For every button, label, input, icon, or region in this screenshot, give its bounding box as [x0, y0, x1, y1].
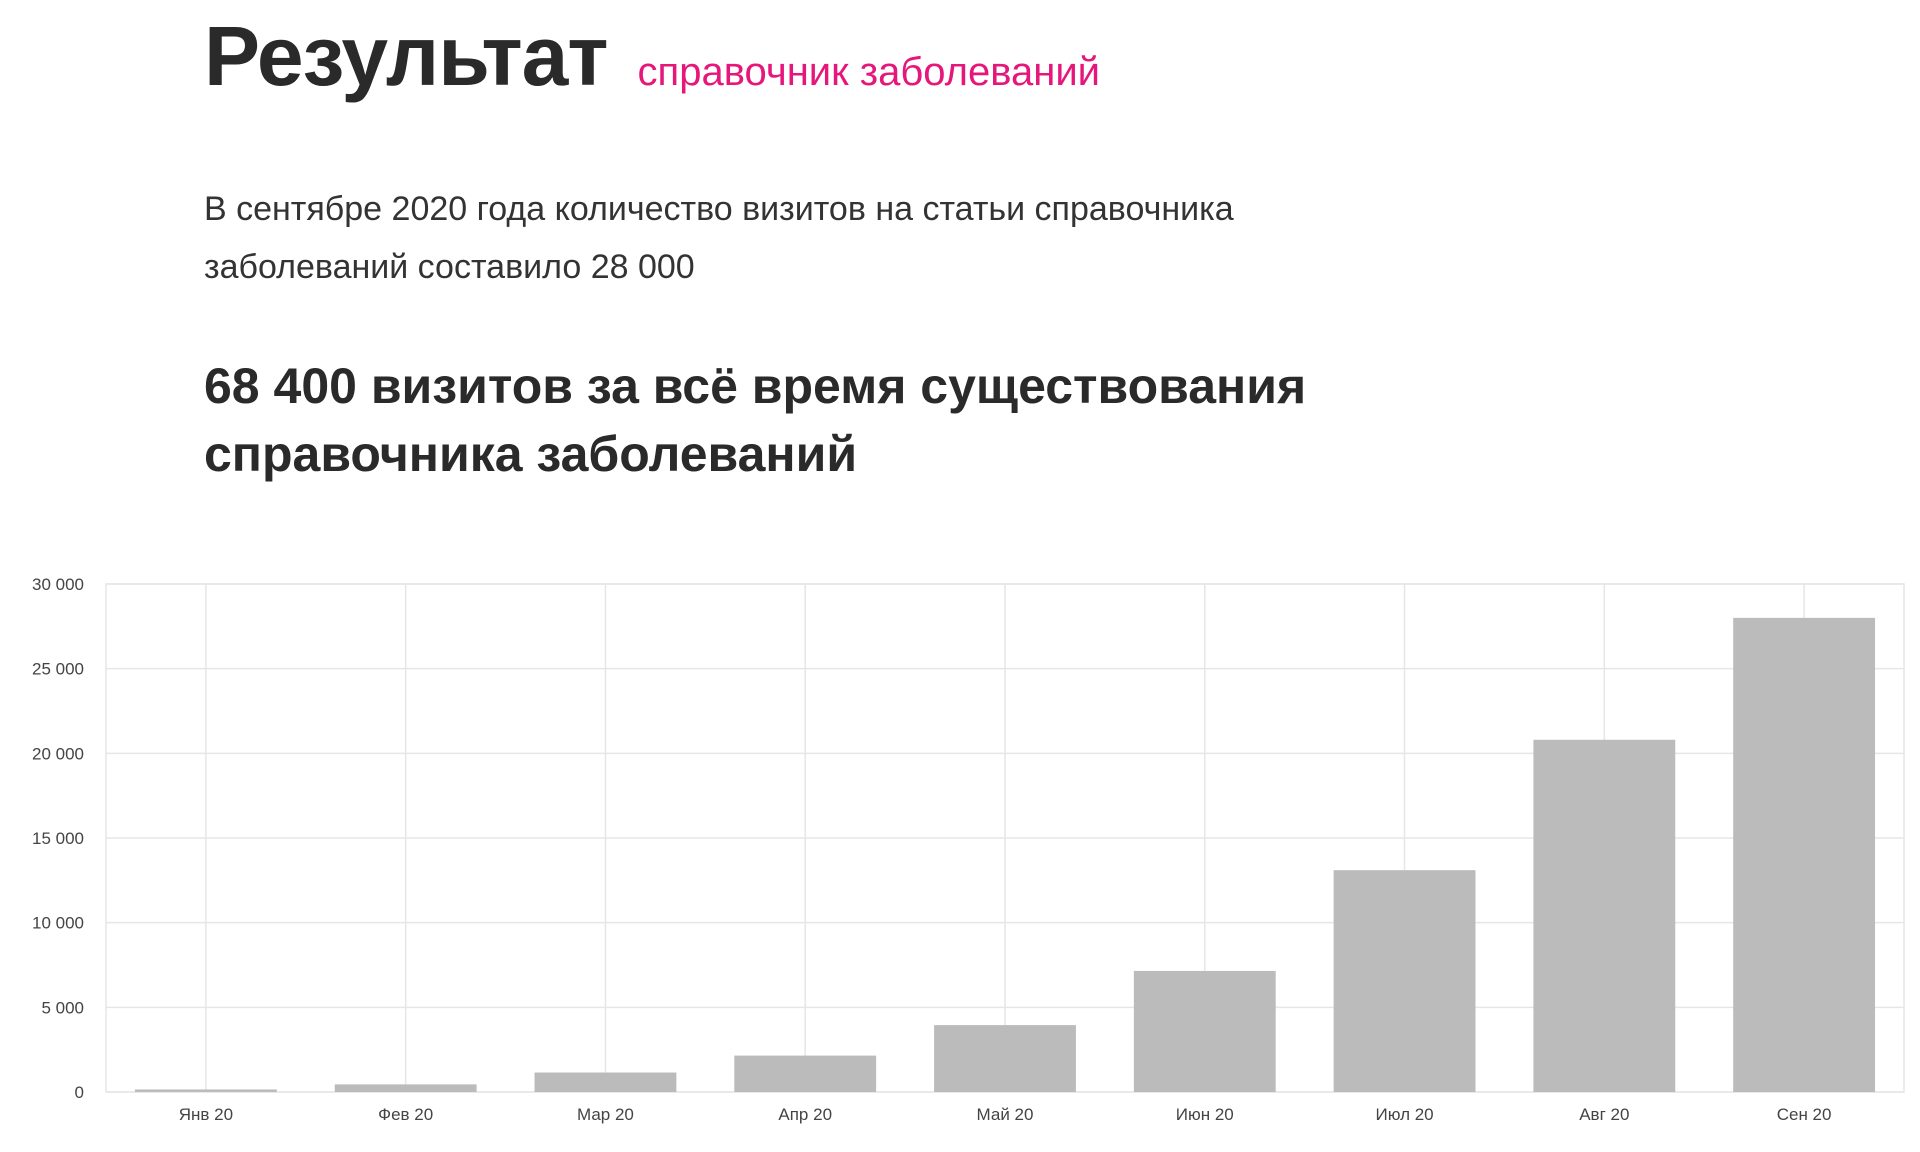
y-axis-ticks: 0 5 000 10 000 15 000 20 000 25 000 30 000	[32, 575, 84, 1102]
x-tick-label: Июл 20	[1375, 1105, 1433, 1124]
bar	[1533, 739, 1676, 1092]
y-tick-label: 25 000	[32, 660, 84, 679]
headline-line-1: 68 400 визитов за всё время существовани…	[204, 358, 1307, 414]
bar	[1133, 970, 1276, 1092]
x-tick-label: Авг 20	[1579, 1105, 1629, 1124]
header: Результат справочник заболеваний	[204, 8, 1100, 105]
y-tick-label: 10 000	[32, 914, 84, 933]
bar	[534, 1072, 677, 1092]
y-tick-label: 20 000	[32, 744, 84, 763]
bar	[934, 1025, 1076, 1092]
headline: 68 400 визитов за всё время существовани…	[204, 352, 1704, 488]
bar	[334, 1084, 477, 1092]
x-tick-label: Май 20	[977, 1105, 1034, 1124]
page-subtitle: справочник заболеваний	[637, 50, 1101, 94]
y-tick-label: 5 000	[41, 998, 84, 1017]
chart-bars	[134, 617, 1876, 1092]
y-tick-label: 30 000	[32, 575, 84, 594]
bar	[734, 1055, 877, 1092]
bar	[134, 1089, 277, 1092]
description-line-1: В сентябре 2020 года количество визитов …	[204, 190, 1234, 228]
x-axis-ticks: Янв 20 Фев 20 Мар 20 Апр 20 Май 20 Июн 20 Июл …	[179, 1105, 1832, 1124]
x-tick-label: Сен 20	[1777, 1105, 1832, 1124]
description-line-2: заболеваний составило 28 000	[204, 248, 695, 286]
page-title: Результат	[204, 9, 609, 103]
bar-chart: 0 5 000 10 000 15 000 20 000 25 000 30 000 Янв…	[32, 575, 1905, 1124]
x-tick-label: Фев 20	[378, 1105, 433, 1124]
x-tick-label: Июн 20	[1176, 1105, 1234, 1124]
x-tick-label: Мар 20	[577, 1105, 634, 1124]
x-tick-label: Апр 20	[778, 1105, 832, 1124]
headline-line-2: справочника заболеваний	[204, 426, 858, 482]
y-tick-label: 15 000	[32, 829, 84, 848]
bar	[1733, 617, 1876, 1092]
bar	[1333, 870, 1476, 1092]
description: В сентябре 2020 года количество визитов …	[204, 180, 1404, 296]
x-tick-label: Янв 20	[179, 1105, 233, 1124]
y-tick-label: 0	[75, 1083, 84, 1102]
